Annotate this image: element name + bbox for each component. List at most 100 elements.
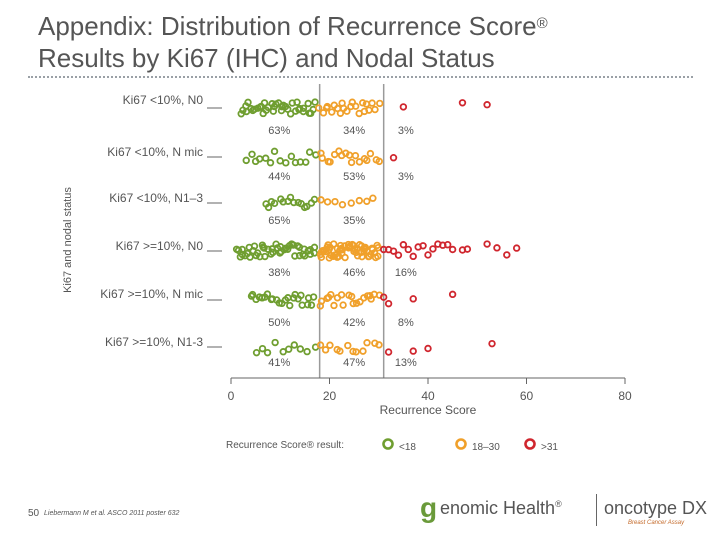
legend-label: 18–30 xyxy=(472,442,500,453)
data-point xyxy=(463,245,472,253)
data-point xyxy=(419,242,427,250)
data-point xyxy=(389,247,398,255)
data-point xyxy=(376,99,384,108)
data-point xyxy=(352,348,360,356)
data-point xyxy=(299,104,308,112)
data-point xyxy=(318,154,326,162)
data-point xyxy=(293,98,301,106)
data-point xyxy=(345,151,354,159)
data-point xyxy=(339,301,347,309)
percent-label: 13% xyxy=(395,357,417,369)
data-point xyxy=(379,293,388,301)
legend-marker xyxy=(382,438,394,450)
row-label: Ki67 <10%, N0 xyxy=(123,93,204,107)
row-label: Ki67 >=10%, N0 xyxy=(116,239,204,253)
data-point xyxy=(269,248,277,257)
data-point xyxy=(258,344,267,353)
data-point xyxy=(317,196,325,204)
legend-marker xyxy=(524,438,536,450)
data-point xyxy=(448,290,457,299)
data-point xyxy=(347,199,355,207)
data-point xyxy=(306,250,314,258)
data-point xyxy=(351,151,360,160)
genomic-health-mark: g xyxy=(420,492,438,523)
data-point xyxy=(359,99,367,107)
x-tick-label: 60 xyxy=(520,389,534,403)
data-point xyxy=(483,101,491,109)
data-point xyxy=(503,251,511,259)
percent-label: 47% xyxy=(343,357,365,369)
data-point xyxy=(330,240,338,248)
data-point xyxy=(384,348,393,356)
data-point xyxy=(349,299,357,308)
data-point xyxy=(302,158,310,166)
data-point xyxy=(266,159,275,167)
data-point xyxy=(404,245,412,254)
data-point xyxy=(399,241,408,249)
data-point xyxy=(234,246,243,255)
recurrence-score-chart: Ki67 and nodal status 0 20 40 60 80 Recurrence… xyxy=(62,84,632,453)
data-point xyxy=(246,253,254,261)
data-point xyxy=(374,252,382,261)
data-point xyxy=(250,105,259,114)
legend-label: <18 xyxy=(399,442,416,453)
data-point xyxy=(303,347,311,356)
y-axis-title: Ki67 and nodal status xyxy=(62,187,74,293)
data-point xyxy=(319,109,328,117)
data-point xyxy=(363,339,371,347)
data-point xyxy=(356,298,364,306)
data-point xyxy=(371,105,379,114)
data-point xyxy=(260,99,269,107)
legend-label: >31 xyxy=(541,442,558,453)
percent-label: 34% xyxy=(343,125,365,137)
data-point xyxy=(286,301,294,310)
data-point xyxy=(311,98,319,106)
data-point xyxy=(355,196,364,205)
percent-label: 35% xyxy=(343,215,365,227)
data-point xyxy=(512,244,521,252)
data-point xyxy=(389,154,398,162)
genomic-health-logo: g enomic Health® oncotype DX Breast Canc… xyxy=(420,492,715,532)
data-point xyxy=(321,346,330,354)
percent-label: 65% xyxy=(268,215,290,227)
data-point xyxy=(365,106,373,114)
data-point xyxy=(323,198,332,206)
data-point xyxy=(297,291,305,300)
data-point xyxy=(250,242,259,250)
data-point xyxy=(409,347,417,355)
data-point xyxy=(347,292,356,301)
percent-label: 3% xyxy=(398,125,414,137)
percent-label: 42% xyxy=(343,317,365,329)
data-point xyxy=(394,251,403,259)
data-point xyxy=(448,245,457,254)
percent-label: 3% xyxy=(398,171,414,183)
data-point xyxy=(409,295,417,303)
data-point xyxy=(317,297,326,305)
data-point xyxy=(361,243,370,252)
data-point xyxy=(368,99,376,107)
slide-title: Appendix: Distribution of Recurrence Sco… xyxy=(38,10,548,74)
legend-marker xyxy=(455,438,467,450)
data-point xyxy=(255,155,264,163)
data-point xyxy=(248,150,256,158)
data-point xyxy=(263,348,272,357)
data-point xyxy=(351,102,360,110)
data-point xyxy=(362,100,371,108)
percent-label: 50% xyxy=(268,317,290,329)
registered-mark: ® xyxy=(536,15,548,32)
x-tick-label: 80 xyxy=(618,389,632,403)
data-point xyxy=(242,156,250,165)
data-point xyxy=(352,299,361,307)
data-point xyxy=(429,245,437,253)
data-point xyxy=(488,339,496,348)
data-point xyxy=(317,253,326,262)
data-point xyxy=(327,290,335,299)
data-point xyxy=(341,253,349,262)
data-point xyxy=(384,299,393,308)
data-point xyxy=(331,197,339,206)
company-name-text: enomic Health xyxy=(440,498,556,518)
x-tick-label: 40 xyxy=(421,389,435,403)
data-point xyxy=(330,150,339,159)
data-point xyxy=(424,344,432,353)
data-point xyxy=(375,157,383,166)
